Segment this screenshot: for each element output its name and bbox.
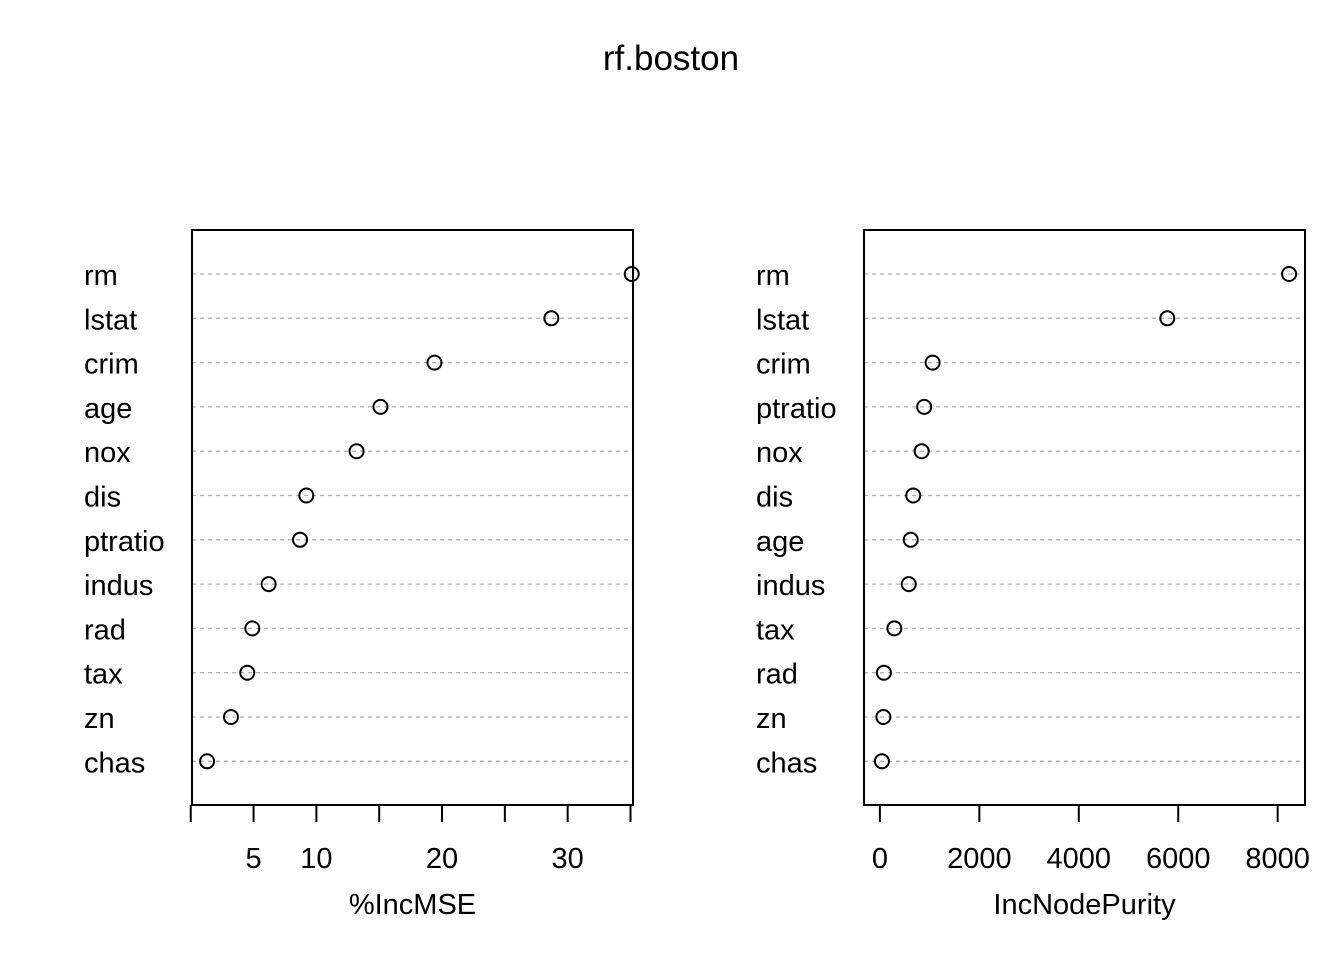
data-point — [222, 709, 239, 725]
category-label: lstat — [756, 304, 809, 336]
category-label: rm — [756, 260, 790, 292]
category-label: rad — [84, 614, 126, 646]
mse-panel: rm lstat crim age nox dis ptratio indus rad tax zn… — [84, 229, 640, 921]
data-point — [900, 576, 917, 593]
plot-frame — [863, 229, 1306, 806]
category-label: zn — [84, 703, 115, 735]
category-label: indus — [84, 570, 153, 602]
category-label: age — [756, 526, 804, 558]
category-label: age — [84, 393, 132, 425]
chart-title: rf.boston — [603, 39, 739, 78]
data-point — [916, 398, 933, 415]
data-point — [905, 487, 922, 504]
category-label: lstat — [84, 304, 137, 336]
data-point — [244, 620, 261, 637]
data-point — [913, 443, 930, 460]
x-tick-label: 5 — [245, 843, 261, 875]
data-point — [199, 753, 216, 770]
data-point — [902, 531, 919, 548]
data-point — [875, 664, 892, 681]
node-purity-panel: rm lstat crim ptratio nox dis age indus tax rad zn… — [756, 229, 1310, 921]
x-tick-label: 10 — [300, 843, 332, 875]
category-label: tax — [84, 659, 123, 691]
data-point — [426, 354, 443, 371]
category-label: indus — [756, 570, 825, 602]
data-point — [543, 310, 560, 327]
x-axis-label: IncNodePurity — [993, 889, 1176, 921]
x-tick-label: 2000 — [947, 843, 1012, 875]
category-label: crim — [84, 349, 139, 381]
category-label: ptratio — [756, 393, 837, 425]
data-point — [1159, 310, 1176, 327]
category-label: dis — [756, 482, 793, 514]
x-tick-label: 0 — [872, 843, 888, 875]
category-label: chas — [84, 747, 145, 779]
data-point — [623, 266, 640, 282]
data-point — [1281, 266, 1298, 282]
category-label: zn — [756, 703, 787, 735]
data-point — [260, 576, 277, 593]
category-label: crim — [756, 349, 811, 381]
data-point — [372, 398, 389, 415]
data-point — [873, 753, 890, 770]
category-label: dis — [84, 482, 121, 514]
x-tick-label: 30 — [552, 843, 584, 875]
data-point — [239, 664, 256, 681]
data-point — [875, 709, 892, 725]
x-axis-label: %IncMSE — [349, 889, 476, 921]
data-point — [292, 531, 309, 548]
data-point — [924, 354, 941, 371]
x-tick-label: 4000 — [1047, 843, 1112, 875]
x-tick-label: 20 — [426, 843, 458, 875]
x-tick-label: 6000 — [1146, 843, 1211, 875]
category-label: nox — [756, 437, 803, 469]
category-label: tax — [756, 614, 795, 646]
data-point — [348, 443, 365, 460]
category-label: ptratio — [84, 526, 165, 558]
data-point — [298, 487, 315, 504]
category-label: rad — [756, 659, 798, 691]
plot-frame — [191, 229, 634, 806]
category-label: nox — [84, 437, 131, 469]
data-point — [886, 620, 903, 637]
category-label: rm — [84, 260, 118, 292]
category-label: chas — [756, 747, 817, 779]
x-tick-label: 8000 — [1245, 843, 1310, 875]
